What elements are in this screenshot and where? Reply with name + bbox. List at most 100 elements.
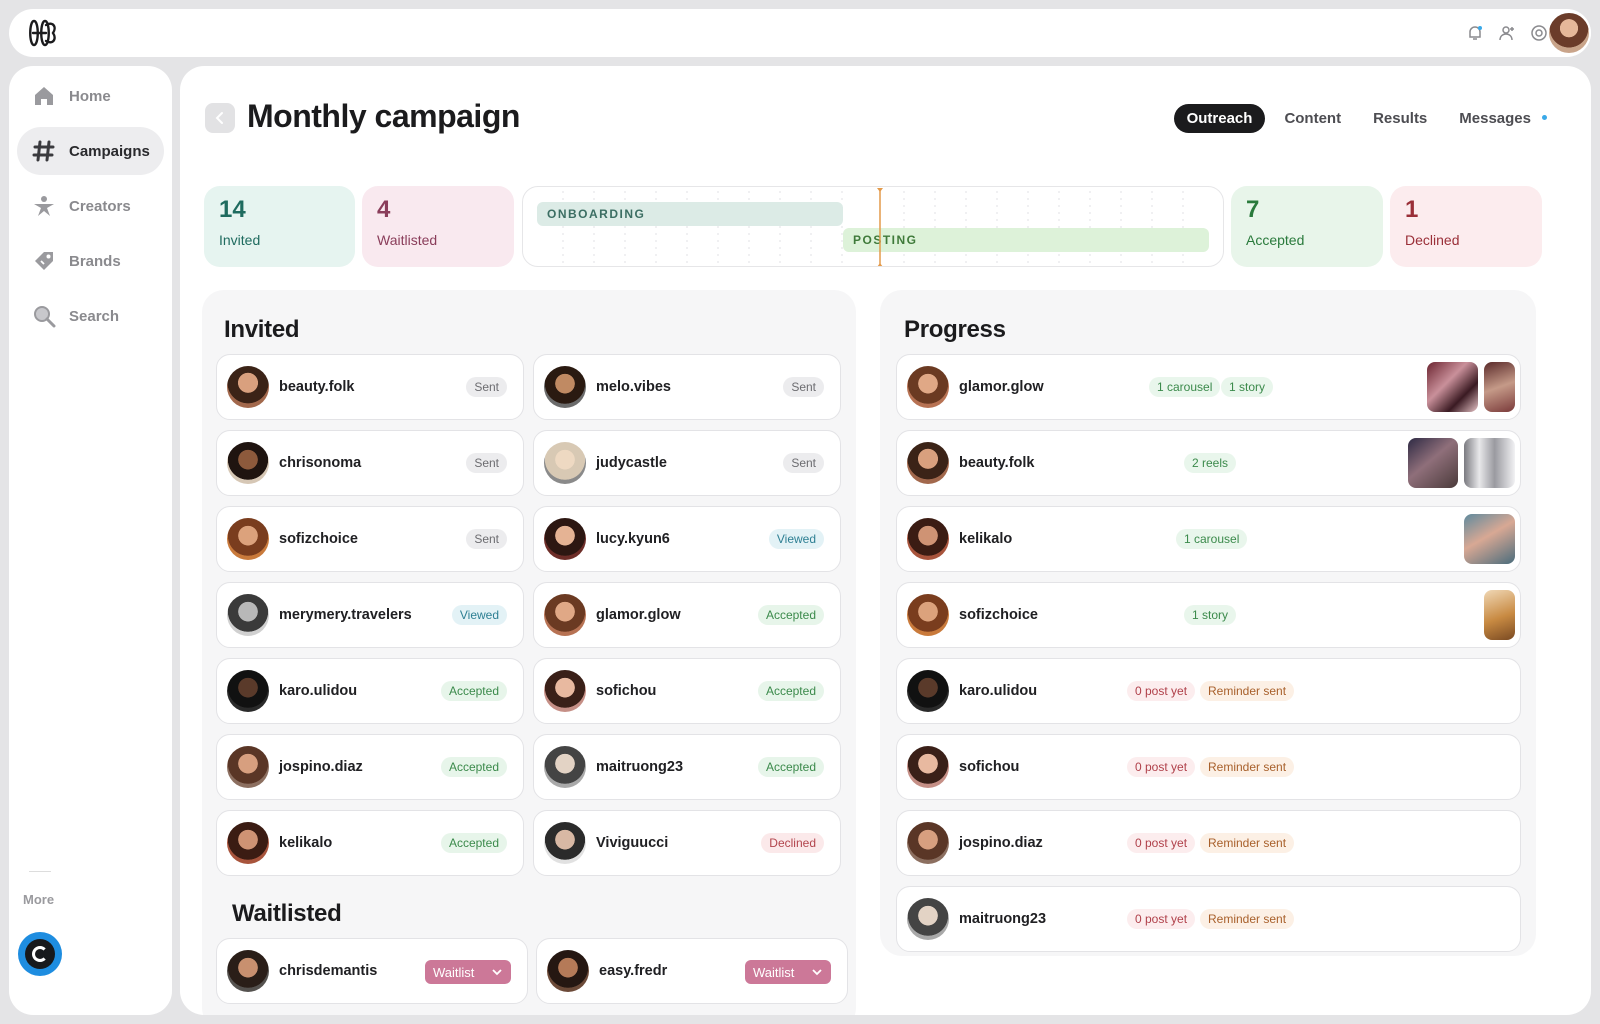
- avatar: [227, 670, 269, 712]
- creator-name: easy.fredr: [599, 963, 668, 979]
- tab-outreach[interactable]: Outreach: [1173, 104, 1266, 133]
- invite-card[interactable]: lucy.kyun6 Viewed: [533, 506, 841, 572]
- phase-onboarding[interactable]: ONBOARDING: [537, 202, 843, 226]
- waitlist-card[interactable]: chrisdemantis Waitlist: [216, 938, 528, 1004]
- creator-name: melo.vibes: [596, 379, 671, 395]
- content-thumbnail[interactable]: [1484, 590, 1515, 640]
- avatar: [907, 594, 949, 636]
- invite-card[interactable]: beauty.folk Sent: [216, 354, 524, 420]
- post-status-tag: 0 post yet: [1127, 909, 1196, 929]
- sidebar-item-brands[interactable]: Brands: [17, 237, 164, 285]
- creator-name: glamor.glow: [959, 379, 1044, 395]
- invite-card[interactable]: maitruong23 Accepted: [533, 734, 841, 800]
- avatar: [544, 746, 586, 788]
- waitlist-card[interactable]: easy.fredr Waitlist: [536, 938, 848, 1004]
- section-title-waitlisted: Waitlisted: [232, 900, 342, 927]
- tab-messages-label: Messages: [1459, 110, 1531, 127]
- top-icons: [1465, 9, 1549, 57]
- content-thumbnail[interactable]: [1408, 438, 1458, 488]
- content-thumbnail[interactable]: [1427, 362, 1478, 412]
- creator-name: sofizchoice: [959, 607, 1038, 623]
- progress-card[interactable]: beauty.folk 2 reels: [896, 430, 1521, 496]
- avatar: [544, 594, 586, 636]
- stat-declined[interactable]: 1 Declined: [1390, 186, 1542, 267]
- tag-icon: [31, 248, 57, 274]
- invite-card[interactable]: glamor.glow Accepted: [533, 582, 841, 648]
- add-user-icon[interactable]: [1497, 23, 1517, 43]
- app-launcher-button[interactable]: [18, 932, 62, 976]
- invite-card[interactable]: judycastle Sent: [533, 430, 841, 496]
- timeline-grid: [562, 191, 1184, 264]
- content-tag: 2 reels: [1184, 453, 1237, 473]
- progress-card[interactable]: maitruong23 0 post yet Reminder sent: [896, 886, 1521, 952]
- content-thumbnail[interactable]: [1484, 362, 1515, 412]
- invite-card[interactable]: karo.ulidou Accepted: [216, 658, 524, 724]
- more-label[interactable]: More: [23, 892, 55, 907]
- sidebar-item-label: Search: [69, 307, 120, 325]
- content-thumbnail[interactable]: [1464, 438, 1515, 488]
- creator-name: lucy.kyun6: [596, 531, 670, 547]
- creator-name: sofichou: [596, 683, 657, 699]
- invite-card[interactable]: Viviguucci Declined: [533, 810, 841, 876]
- avatar: [907, 746, 949, 788]
- waitlist-dropdown[interactable]: Waitlist: [745, 960, 831, 984]
- progress-card[interactable]: jospino.diaz 0 post yet Reminder sent: [896, 810, 1521, 876]
- progress-card[interactable]: sofichou 0 post yet Reminder sent: [896, 734, 1521, 800]
- creator-name: jospino.diaz: [959, 835, 1043, 851]
- help-lifebuoy-icon[interactable]: [1529, 23, 1549, 43]
- waitlist-dropdown[interactable]: Waitlist: [425, 960, 511, 984]
- stat-value: 4: [377, 196, 391, 223]
- tab-bar: Outreach Content Results Messages: [1173, 104, 1551, 133]
- sidebar-item-label: Creators: [69, 197, 131, 215]
- sidebar-item-creators[interactable]: Creators: [17, 182, 164, 230]
- invite-card[interactable]: sofizchoice Sent: [216, 506, 524, 572]
- tab-messages[interactable]: Messages: [1446, 104, 1551, 133]
- back-button[interactable]: [205, 103, 235, 133]
- stat-accepted[interactable]: 7 Accepted: [1231, 186, 1383, 267]
- sidebar-item-label: Home: [69, 87, 111, 105]
- bell-icon[interactable]: [1465, 23, 1485, 43]
- stat-label: Waitlisted: [377, 232, 438, 248]
- creator-name: beauty.folk: [279, 379, 355, 395]
- sidebar-item-label: Campaigns: [69, 142, 150, 160]
- content-thumbnail[interactable]: [1464, 514, 1515, 564]
- sidebar: Home Campaigns Creators Brands Search Mo…: [9, 66, 172, 1015]
- avatar: [544, 670, 586, 712]
- invite-card[interactable]: merymery.travelers Viewed: [216, 582, 524, 648]
- creator-name: kelikalo: [959, 531, 1013, 547]
- creator-name: karo.ulidou: [959, 683, 1038, 699]
- progress-card[interactable]: sofizchoice 1 story: [896, 582, 1521, 648]
- status-badge: Accepted: [440, 833, 507, 853]
- tab-content[interactable]: Content: [1284, 110, 1342, 127]
- app-logo[interactable]: [27, 17, 63, 49]
- search-icon: [31, 303, 57, 329]
- invite-card[interactable]: melo.vibes Sent: [533, 354, 841, 420]
- sidebar-item-search[interactable]: Search: [17, 292, 164, 340]
- invite-card[interactable]: kelikalo Accepted: [216, 810, 524, 876]
- invite-card[interactable]: chrisonoma Sent: [216, 430, 524, 496]
- status-badge: Declined: [761, 833, 824, 853]
- phase-posting[interactable]: POSTING: [843, 228, 1209, 252]
- stat-invited[interactable]: 14 Invited: [204, 186, 355, 267]
- invite-card[interactable]: sofichou Accepted: [533, 658, 841, 724]
- avatar: [227, 822, 269, 864]
- avatar: [907, 442, 949, 484]
- avatar: [227, 746, 269, 788]
- stat-label: Invited: [219, 232, 261, 248]
- invite-card[interactable]: jospino.diaz Accepted: [216, 734, 524, 800]
- status-badge: Sent: [783, 453, 824, 473]
- progress-card[interactable]: glamor.glow 1 carousel 1 story: [896, 354, 1521, 420]
- progress-card[interactable]: karo.ulidou 0 post yet Reminder sent: [896, 658, 1521, 724]
- progress-card[interactable]: kelikalo 1 carousel: [896, 506, 1521, 572]
- avatar: [227, 518, 269, 560]
- page-title: Monthly campaign: [247, 98, 520, 134]
- sidebar-item-home[interactable]: Home: [17, 72, 164, 120]
- avatar: [227, 950, 269, 992]
- creator-name: Viviguucci: [596, 835, 669, 851]
- creator-name: karo.ulidou: [279, 683, 358, 699]
- stat-waitlisted[interactable]: 4 Waitlisted: [362, 186, 514, 267]
- chevron-down-icon: [812, 969, 822, 976]
- user-avatar[interactable]: [1547, 11, 1591, 55]
- tab-results[interactable]: Results: [1373, 110, 1428, 127]
- sidebar-item-campaigns[interactable]: Campaigns: [17, 127, 164, 175]
